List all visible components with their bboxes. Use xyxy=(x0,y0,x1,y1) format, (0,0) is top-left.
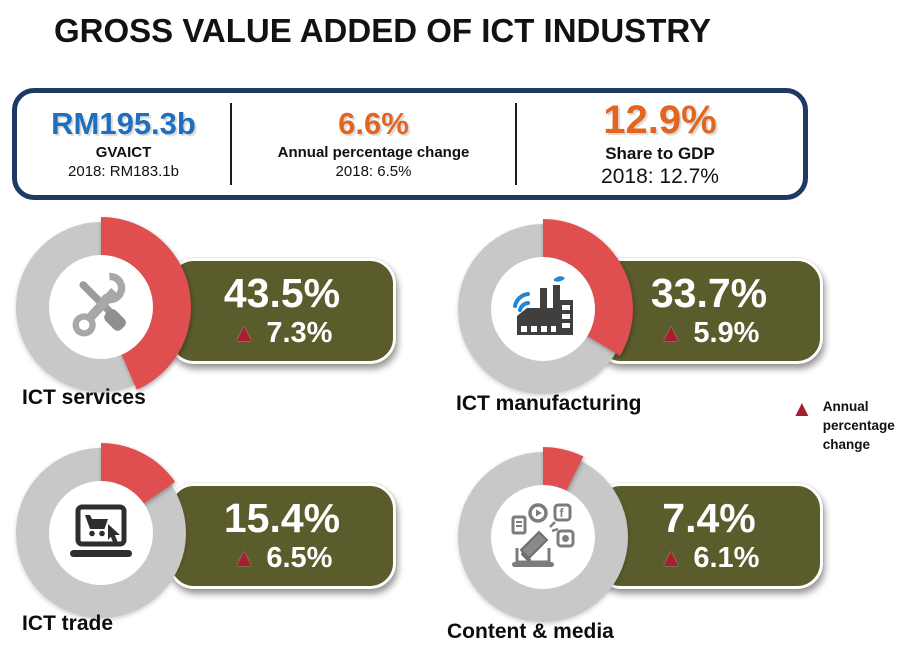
triangle-up-icon: ▲ xyxy=(658,319,684,348)
share-value: 7.4% xyxy=(662,494,756,541)
summary-stats-box: RM195.3b GVAICT 2018: RM183.1b 6.6% Annu… xyxy=(12,88,808,200)
sector-label-ict-services: ICT services xyxy=(22,386,146,409)
triangle-up-icon: ▲ xyxy=(231,544,257,573)
triangle-up-icon: ▲ xyxy=(231,319,257,348)
vertical-divider xyxy=(515,103,517,185)
stat-share-gdp-previous: 2018: 12.7% xyxy=(601,165,719,188)
triangle-up-icon: ▲ xyxy=(791,396,813,421)
value-box: 7.4% ▲ 6.1% xyxy=(595,483,823,589)
stat-share-gdp: 12.9% Share to GDP 2018: 12.7% xyxy=(517,93,803,195)
stat-annual-change-value: 6.6% xyxy=(338,106,409,142)
sector-content-media: 7.4% ▲ 6.1% f xyxy=(447,447,918,653)
stat-gvaict-value: RM195.3b xyxy=(51,106,196,142)
donut-hole xyxy=(49,255,153,359)
change-value: 6.5% xyxy=(266,541,333,574)
stat-share-gdp-label: Share to GDP xyxy=(605,144,715,163)
factory-icon xyxy=(513,276,573,335)
donut-hole xyxy=(491,257,595,361)
donut-chart-ict-services xyxy=(11,217,191,397)
tools-icon xyxy=(72,272,126,337)
donut-hole xyxy=(49,481,153,585)
share-value: 33.7% xyxy=(650,269,768,316)
vertical-divider xyxy=(230,103,232,185)
stat-annual-change: 6.6% Annual percentage change 2018: 6.5% xyxy=(232,93,515,195)
value-box: 43.5% ▲ 7.3% xyxy=(168,258,396,364)
donut-hole: f xyxy=(491,485,595,589)
sector-label-content-media: Content & media xyxy=(447,620,614,643)
change-value: 5.9% xyxy=(693,316,760,349)
stat-gvaict-previous: 2018: RM183.1b xyxy=(68,162,179,180)
sector-label-ict-manufacturing: ICT manufacturing xyxy=(456,392,642,415)
stat-annual-change-previous: 2018: 6.5% xyxy=(335,162,412,180)
page-title: GROSS VALUE ADDED OF ICT INDUSTRY xyxy=(54,12,711,49)
donut-chart-ict-manufacturing xyxy=(453,219,633,399)
change-row: ▲ 5.9% xyxy=(659,317,760,350)
stat-share-gdp-value: 12.9% xyxy=(603,98,717,142)
content-media-icon: f xyxy=(511,503,575,567)
change-row: ▲ 7.3% xyxy=(232,317,333,350)
share-value: 43.5% xyxy=(223,269,341,316)
sector-ict-services: 43.5% ▲ 7.3% ICT services xyxy=(11,217,476,437)
sector-ict-trade: 15.4% ▲ 6.5% ICT trade xyxy=(11,443,476,653)
laptop-cart-icon xyxy=(70,504,132,557)
stat-gvaict-label: GVAICT xyxy=(95,143,152,161)
legend-label: Annual percentage change xyxy=(822,399,895,452)
svg-text:f: f xyxy=(560,506,565,520)
sector-label-ict-trade: ICT trade xyxy=(22,612,114,635)
donut-chart-ict-trade xyxy=(11,443,191,623)
change-row: ▲ 6.1% xyxy=(659,542,760,575)
donut-chart-content-media: f xyxy=(453,447,633,627)
stat-annual-change-label: Annual percentage change xyxy=(277,143,470,161)
change-value: 7.3% xyxy=(266,316,333,349)
sector-ict-manufacturing: 33.7% ▲ 5.9% xyxy=(453,219,918,439)
share-value: 15.4% xyxy=(223,494,341,541)
value-box: 15.4% ▲ 6.5% xyxy=(168,483,396,589)
triangle-up-icon: ▲ xyxy=(658,544,684,573)
change-row: ▲ 6.5% xyxy=(232,542,333,575)
change-value: 6.1% xyxy=(693,541,760,574)
legend-annual-percentage-change: ▲ Annual percentage change xyxy=(791,398,895,455)
stat-gvaict: RM195.3b GVAICT 2018: RM183.1b xyxy=(17,93,230,195)
